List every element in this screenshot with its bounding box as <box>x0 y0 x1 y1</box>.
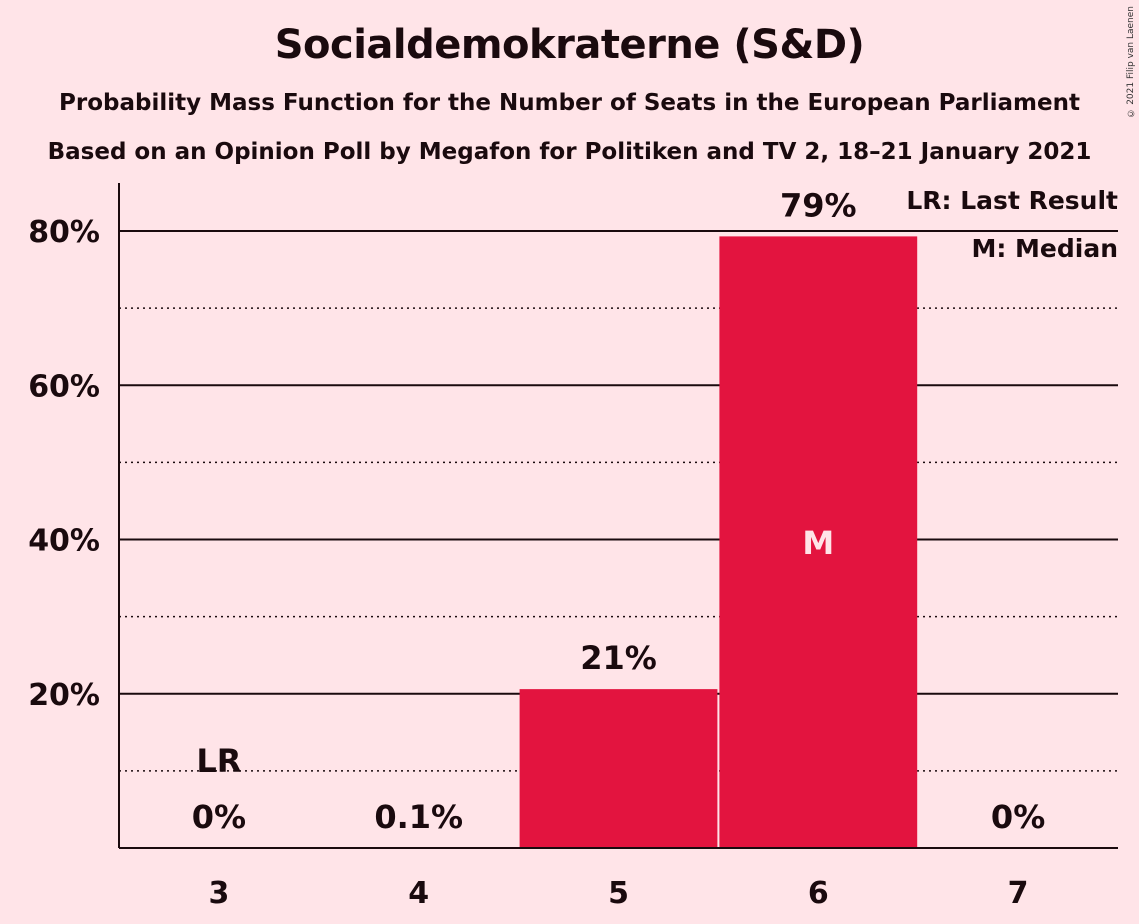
bar <box>519 689 718 848</box>
data-label: 0.1% <box>374 798 463 836</box>
x-tick-label: 6 <box>808 876 829 911</box>
data-label: 21% <box>580 639 657 677</box>
data-labels: 0% 3 LR 0.1% 4 21% 5 79% 6 M 0% 7 <box>192 186 1046 911</box>
bar <box>719 236 918 848</box>
data-label: 0% <box>192 798 246 836</box>
y-tick-label: 20% <box>28 678 100 713</box>
bars <box>319 236 918 848</box>
y-tick-label: 40% <box>28 524 100 559</box>
x-tick-label: 3 <box>208 876 229 911</box>
chart-title: Socialdemokraterne (S&D) <box>274 22 865 68</box>
y-tick-label: 60% <box>28 369 100 404</box>
x-tick-label: 4 <box>408 876 429 911</box>
chart-source-subtitle: Based on an Opinion Poll by Megafon for … <box>47 139 1092 165</box>
legend-median: M: Median <box>971 234 1118 263</box>
median-marker: M <box>802 524 834 562</box>
gridlines: 20% 40% 60% 80% <box>28 215 1118 772</box>
chart-subtitle: Probability Mass Function for the Number… <box>59 90 1080 116</box>
axes <box>118 183 1118 849</box>
x-tick-label: 5 <box>608 876 629 911</box>
legend-last-result: LR: Last Result <box>906 186 1118 215</box>
y-tick-label: 80% <box>28 215 100 250</box>
last-result-marker: LR <box>196 742 241 780</box>
data-label: 0% <box>991 798 1045 836</box>
x-tick-label: 7 <box>1008 876 1029 911</box>
data-label: 79% <box>780 186 857 224</box>
